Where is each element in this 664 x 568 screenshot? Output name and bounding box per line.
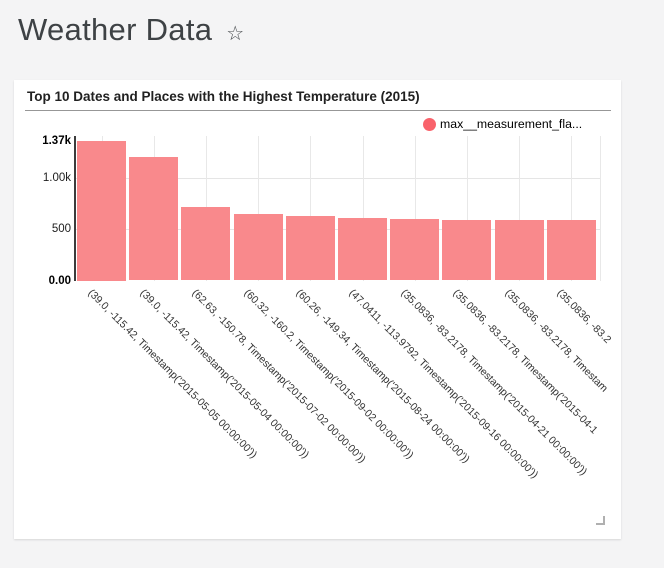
- bar-segment[interactable]: [442, 219, 492, 281]
- vertical-gridline: [414, 136, 416, 281]
- plot-right-edge-line: [600, 136, 601, 281]
- bar-segment[interactable]: [546, 220, 596, 281]
- x-axis-tick-label: (47.0411, -113.9792, Timestamp('2015-09-…: [346, 286, 540, 481]
- favorite-star-icon[interactable]: ☆: [226, 22, 245, 45]
- vertical-gridline: [466, 136, 468, 281]
- chart-title: Top 10 Dates and Places with the Highest…: [27, 89, 420, 104]
- x-axis-tick-label: (62.63, -150.78, Timestamp('2015-07-02 0…: [189, 286, 368, 465]
- y-axis-tick-label: 500: [51, 223, 71, 236]
- bar-segment[interactable]: [494, 219, 544, 281]
- legend-series-dot-icon: [423, 117, 436, 131]
- bar-segment[interactable]: [338, 218, 387, 281]
- bar-segment[interactable]: [77, 140, 126, 281]
- chart-card: Top 10 Dates and Places with the Highest…: [14, 80, 621, 539]
- horizontal-gridline: [75, 229, 600, 231]
- x-axis-tick-label: (60.26, -149.34, Timestamp('2015-08-24 0…: [293, 286, 473, 465]
- y-axis-line: [74, 136, 76, 281]
- vertical-gridline: [310, 136, 312, 281]
- y-axis-tick-label: 0.00: [48, 274, 71, 287]
- horizontal-gridline: [75, 178, 600, 180]
- title-divider: [25, 110, 611, 111]
- vertical-gridline: [362, 136, 364, 281]
- bar-segment[interactable]: [181, 206, 231, 281]
- bar-segment[interactable]: [233, 214, 283, 281]
- bar-segment[interactable]: [285, 215, 335, 281]
- vertical-gridline: [519, 136, 521, 281]
- legend-series-label: max__measurement_fla...: [440, 117, 583, 131]
- page-header: Weather Data ☆: [18, 12, 244, 48]
- x-axis-tick-label: (35.0836, -83.2178, Timestam: [502, 286, 611, 395]
- page-title: Weather Data: [18, 12, 213, 47]
- bar-segment[interactable]: [129, 156, 179, 281]
- vertical-gridline: [571, 136, 573, 281]
- vertical-gridline: [258, 136, 260, 281]
- y-axis-tick-label: 1.37k: [42, 134, 71, 147]
- x-axis-tick-label: (35.0836, -83.2: [554, 286, 614, 346]
- chart-legend-item[interactable]: max__measurement_fla...: [423, 117, 582, 131]
- y-axis-tick-label: 1.00k: [42, 172, 71, 185]
- bar-segment[interactable]: [390, 219, 440, 281]
- resize-handle-icon[interactable]: [596, 516, 605, 525]
- x-axis-tick-label: (35.0836, -83.2178, Timestamp('2015-04-2…: [398, 286, 590, 478]
